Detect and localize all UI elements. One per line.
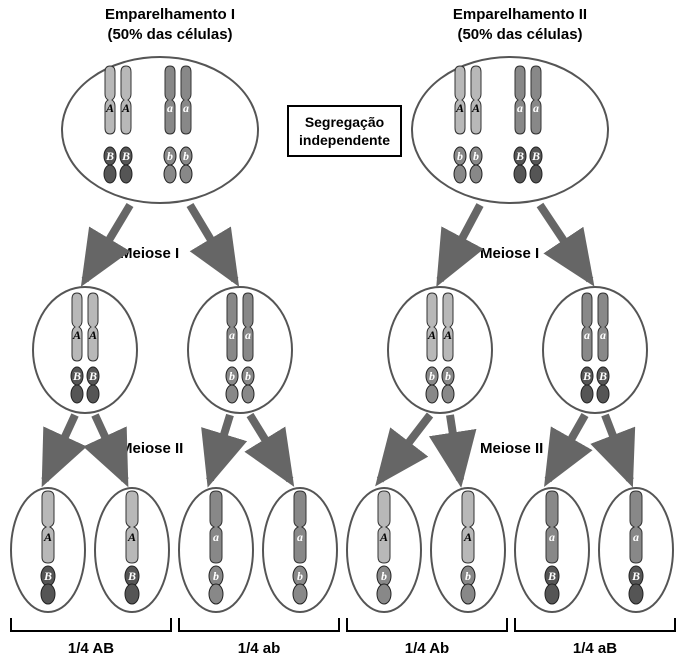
header-right: Emparelhamento II (50% das células) <box>420 5 620 44</box>
svg-text:b: b <box>465 569 471 583</box>
svg-text:B: B <box>515 149 524 163</box>
svg-text:A: A <box>471 101 480 115</box>
svg-text:A: A <box>105 101 114 115</box>
svg-text:B: B <box>598 369 607 383</box>
svg-text:a: a <box>533 101 539 115</box>
bracket-2 <box>346 618 508 632</box>
svg-text:a: a <box>245 328 251 342</box>
svg-text:B: B <box>582 369 591 383</box>
top-cell-0: AAaa BBbb <box>60 55 260 205</box>
svg-text:b: b <box>167 149 173 163</box>
ratio-4: 1/4 aB <box>512 640 678 657</box>
svg-text:B: B <box>88 369 97 383</box>
svg-text:A: A <box>455 101 464 115</box>
mid-cell-1: aa bb <box>185 285 295 415</box>
svg-text:a: a <box>183 101 189 115</box>
ratio-1: 1/4 AB <box>8 640 174 657</box>
ratio-3: 1/4 Ab <box>344 640 510 657</box>
svg-text:a: a <box>633 530 639 544</box>
segregation-line2: independente <box>299 132 390 148</box>
meiose1-left-label: Meiose I <box>120 245 179 262</box>
svg-text:b: b <box>297 569 303 583</box>
svg-text:B: B <box>531 149 540 163</box>
svg-text:a: a <box>229 328 235 342</box>
svg-text:A: A <box>443 328 452 342</box>
svg-text:b: b <box>445 369 451 383</box>
svg-text:a: a <box>549 530 555 544</box>
svg-text:B: B <box>72 369 81 383</box>
mid-cell-3: aa BB <box>540 285 650 415</box>
svg-text:A: A <box>72 328 81 342</box>
svg-text:A: A <box>88 328 97 342</box>
bottom-cell-3: ab <box>260 485 340 615</box>
ratio-2: 1/4 ab <box>176 640 342 657</box>
segregation-box: Segregação independente <box>287 105 402 157</box>
svg-text:b: b <box>245 369 251 383</box>
bottom-cell-6: aB <box>512 485 592 615</box>
meiose2-right-label: Meiose II <box>480 440 543 457</box>
svg-text:B: B <box>631 569 640 583</box>
mid-cell-0: AA BB <box>30 285 140 415</box>
segregation-line1: Segregação <box>305 114 384 130</box>
svg-text:b: b <box>473 149 479 163</box>
bottom-cell-5: Ab <box>428 485 508 615</box>
svg-text:a: a <box>213 530 219 544</box>
svg-text:A: A <box>127 530 136 544</box>
svg-text:A: A <box>427 328 436 342</box>
svg-text:B: B <box>105 149 114 163</box>
svg-text:b: b <box>381 569 387 583</box>
mid-cell-2: AAbb <box>385 285 495 415</box>
top-cell-1: AAaa bb BB <box>410 55 610 205</box>
svg-text:B: B <box>547 569 556 583</box>
svg-text:b: b <box>429 369 435 383</box>
svg-text:a: a <box>584 328 590 342</box>
svg-text:B: B <box>43 569 52 583</box>
bracket-3 <box>514 618 676 632</box>
header-right-line2: (50% das células) <box>457 26 582 43</box>
header-left: Emparelhamento I (50% das células) <box>70 5 270 44</box>
header-right-line1: Emparelhamento II <box>453 6 587 23</box>
svg-text:a: a <box>167 101 173 115</box>
bottom-cell-2: ab <box>176 485 256 615</box>
svg-text:b: b <box>457 149 463 163</box>
svg-text:A: A <box>379 530 388 544</box>
bracket-0 <box>10 618 172 632</box>
header-left-line2: (50% das células) <box>107 26 232 43</box>
svg-text:A: A <box>463 530 472 544</box>
meiose1-right-label: Meiose I <box>480 245 539 262</box>
svg-text:a: a <box>297 530 303 544</box>
svg-text:b: b <box>229 369 235 383</box>
svg-text:B: B <box>121 149 130 163</box>
svg-text:a: a <box>600 328 606 342</box>
bottom-cell-4: Ab <box>344 485 424 615</box>
bracket-1 <box>178 618 340 632</box>
bottom-cell-7: aB <box>596 485 676 615</box>
svg-text:a: a <box>517 101 523 115</box>
bottom-cell-1: AB <box>92 485 172 615</box>
svg-text:A: A <box>121 101 130 115</box>
header-left-line1: Emparelhamento I <box>105 6 235 23</box>
svg-text:b: b <box>213 569 219 583</box>
meiose2-left-label: Meiose II <box>120 440 183 457</box>
svg-text:A: A <box>43 530 52 544</box>
bottom-cell-0: AB <box>8 485 88 615</box>
svg-text:b: b <box>183 149 189 163</box>
svg-text:B: B <box>127 569 136 583</box>
